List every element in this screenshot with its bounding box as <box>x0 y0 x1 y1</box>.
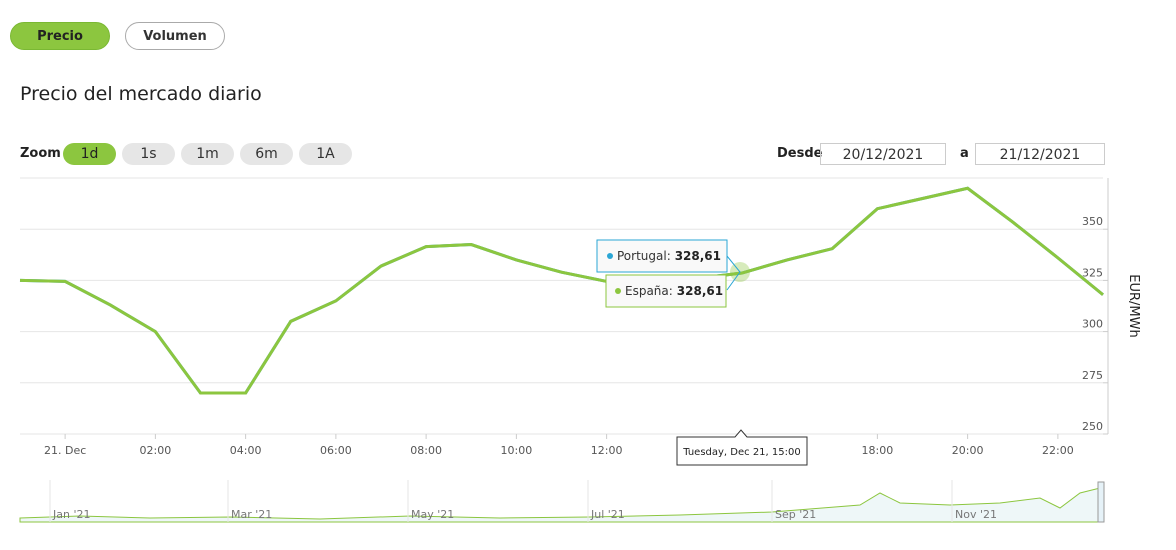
from-label: Desde <box>777 146 823 161</box>
tooltip-pointer <box>726 255 741 291</box>
tooltip-name: España <box>625 284 669 298</box>
navigator-label: Mar '21 <box>231 508 272 521</box>
zoom-button[interactable]: 1A <box>299 143 352 165</box>
x-tick-label: 02:00 <box>140 444 172 457</box>
tooltip-colon: : <box>669 284 673 298</box>
x-tick-label: 08:00 <box>410 444 442 457</box>
x-tick-label: 06:00 <box>320 444 352 457</box>
tab-precio[interactable]: Precio <box>10 22 110 50</box>
tooltip-box <box>596 239 728 273</box>
navigator-label: Jul '21 <box>590 508 625 521</box>
to-input[interactable]: 21/12/2021 <box>975 143 1105 165</box>
tooltip-dot <box>615 288 621 294</box>
x-tick-label: 18:00 <box>862 444 894 457</box>
tooltip-box <box>605 274 727 308</box>
navigator-label: Sep '21 <box>775 508 816 521</box>
x-tick-label: 04:00 <box>230 444 262 457</box>
zoom-button[interactable]: 1m <box>181 143 234 165</box>
navigator-series <box>19 487 1101 523</box>
zoom-label: Zoom <box>20 146 61 161</box>
x-tick-label: 20:00 <box>952 444 984 457</box>
y-tick-label: 300 <box>1082 318 1103 331</box>
x-tick-label: 22:00 <box>1042 444 1074 457</box>
tab-volumen[interactable]: Volumen <box>125 22 225 50</box>
x-tick-label: 12:00 <box>591 444 623 457</box>
tooltip-value: 328,61 <box>677 284 723 298</box>
from-input[interactable]: 20/12/2021 <box>820 143 946 165</box>
tooltip-value: 328,61 <box>675 249 721 263</box>
navigator-handle[interactable] <box>1097 481 1105 523</box>
series-line <box>19 186 1104 395</box>
y-axis-label: EUR/MWh <box>1126 274 1141 337</box>
x-tooltip <box>676 429 808 466</box>
y-tick-label: 250 <box>1082 420 1103 433</box>
x-tick-label: 21. Dec <box>44 444 86 457</box>
series-line <box>19 186 1104 395</box>
y-tick-label: 350 <box>1082 215 1103 228</box>
zoom-button[interactable]: 1d <box>63 143 116 165</box>
tooltip-name: Portugal <box>617 249 667 263</box>
y-tick-label: 325 <box>1082 266 1103 279</box>
zoom-button[interactable]: 6m <box>240 143 293 165</box>
x-tooltip-text: Tuesday, Dec 21, 15:00 <box>682 447 800 458</box>
zoom-button[interactable]: 1s <box>122 143 175 165</box>
to-label: a <box>960 146 969 161</box>
tooltip-colon: : <box>667 249 671 263</box>
heading: Precio del mercado diario <box>20 83 262 105</box>
x-tick-label: 10:00 <box>501 444 533 457</box>
navigator-label: Jan '21 <box>52 508 90 521</box>
navigator <box>19 480 1106 523</box>
y-tick-label: 275 <box>1082 369 1103 382</box>
navigator-label: Nov '21 <box>955 508 997 521</box>
navigator-label: May '21 <box>411 508 454 521</box>
tooltip: Tuesday, Dec 21, 15:00 Portugal:328,61Es… <box>596 239 808 466</box>
tooltip-dot <box>607 253 613 259</box>
